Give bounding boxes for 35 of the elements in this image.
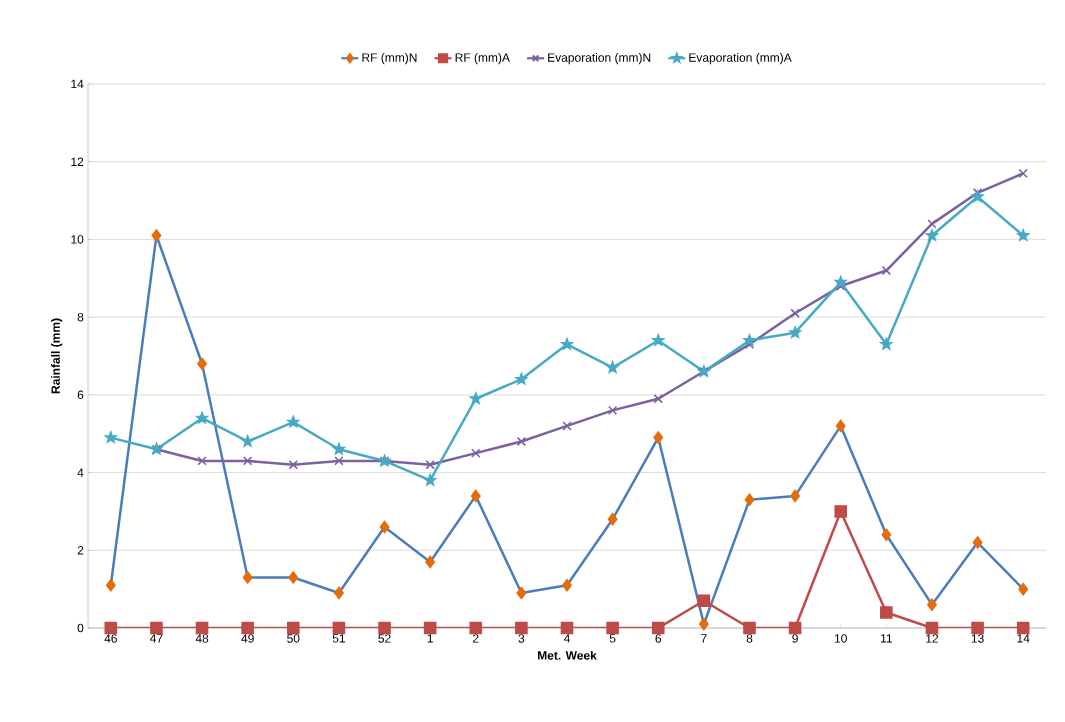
y-axis-title: Rainfall (mm) [51, 318, 63, 394]
x-tick-label: 14 [1017, 634, 1030, 643]
x-tick-label: 46 [104, 634, 117, 643]
x-tick-label: 5 [609, 634, 616, 643]
y-tick-label: 0 [77, 623, 84, 633]
x-tick-label: 13 [971, 634, 984, 643]
x-tick-label: 51 [332, 634, 345, 643]
x-tick-label: 11 [881, 634, 892, 643]
x-tick-label: 6 [655, 634, 662, 643]
x-tick-label: 7 [701, 634, 707, 643]
x-tick-label: 49 [241, 634, 254, 643]
x-tick-label: 12 [926, 634, 939, 643]
x-tick-label: 10 [834, 634, 847, 643]
x-tick-label: 2 [473, 634, 479, 643]
x-tick-label: 9 [792, 634, 798, 643]
x-tick-label: 4 [563, 634, 570, 643]
y-tick-label: 6 [77, 390, 84, 400]
y-tick-label: 14 [71, 79, 84, 89]
y-tick-label: 12 [71, 157, 84, 166]
x-tick-label: 50 [287, 634, 300, 643]
legend-label: RF (mm)A [455, 52, 510, 65]
x-tick-label: 47 [150, 634, 163, 643]
legend-label: Evaporation (mm)A [689, 52, 792, 65]
y-tick-label: 10 [71, 235, 84, 244]
x-tick-label: 1 [427, 634, 433, 643]
y-tick-label: 4 [77, 468, 84, 477]
legend-label: Evaporation (mm)N [548, 52, 651, 65]
x-tick-label: 48 [195, 634, 209, 643]
x-axis-title: Met. Week [538, 650, 597, 660]
legend-label: RF (mm)N [362, 52, 417, 65]
y-tick-label: 2 [77, 546, 84, 555]
x-tick-label: 52 [378, 634, 391, 643]
x-tick-label: 3 [518, 634, 525, 643]
x-tick-label: 8 [746, 634, 753, 643]
y-tick-label: 8 [77, 312, 84, 322]
